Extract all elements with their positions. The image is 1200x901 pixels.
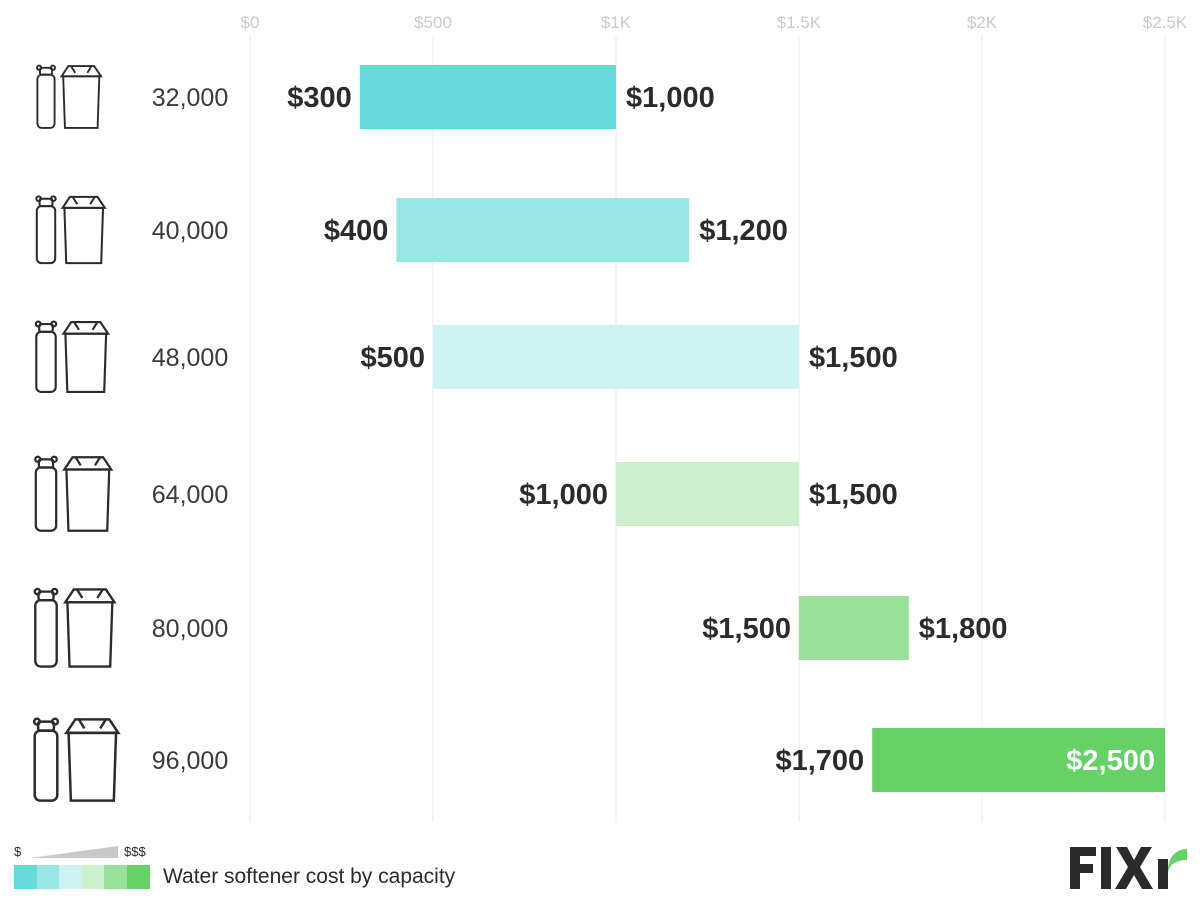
water-softener-icon bbox=[32, 717, 121, 802]
legend-color-scale bbox=[14, 865, 150, 889]
legend-swatch bbox=[81, 865, 105, 889]
low-value-label: $1,700 bbox=[775, 745, 864, 777]
low-value-label: $1,000 bbox=[519, 479, 608, 511]
range-bars bbox=[359, 65, 1165, 792]
low-value-label: $300 bbox=[287, 82, 352, 114]
water-softener-icon bbox=[36, 64, 103, 129]
capacity-label: 48,000 bbox=[152, 344, 228, 372]
legend-swatch bbox=[36, 865, 60, 889]
high-value-label: $1,000 bbox=[626, 82, 715, 114]
capacity-label: 40,000 bbox=[152, 217, 228, 245]
softener-icons bbox=[32, 64, 121, 802]
x-tick-label: $2.5K bbox=[1143, 13, 1188, 32]
water-softener-icon bbox=[34, 455, 114, 532]
water-softener-icon bbox=[34, 320, 111, 393]
low-value-label: $500 bbox=[360, 342, 425, 374]
low-value-label: $1,500 bbox=[702, 613, 791, 645]
range-bar bbox=[396, 198, 690, 262]
water-softener-icon bbox=[33, 587, 117, 668]
fixr-logo bbox=[1070, 847, 1187, 889]
low-value-label: $400 bbox=[324, 215, 389, 247]
capacity-label: 96,000 bbox=[152, 747, 228, 775]
capacity-label: 64,000 bbox=[152, 481, 228, 509]
gridlines bbox=[249, 36, 1166, 822]
legend-swatch bbox=[104, 865, 127, 889]
range-bar bbox=[616, 462, 799, 526]
range-bar bbox=[799, 596, 909, 660]
capacity-labels: 32,000 40,000 48,000 64,000 80,000 96,000 bbox=[152, 84, 228, 775]
legend-swatch bbox=[14, 865, 37, 889]
water-softener-icon bbox=[35, 195, 107, 265]
legend-low-cost-label: $ bbox=[14, 844, 22, 859]
x-axis-tick-labels: $0 $500 $1K $1.5K $2K $2.5K bbox=[241, 13, 1188, 32]
high-value-label: $2,500 bbox=[1066, 745, 1155, 777]
high-value-label: $1,500 bbox=[809, 342, 898, 374]
high-value-label: $1,800 bbox=[919, 613, 1008, 645]
range-bar bbox=[359, 65, 616, 129]
high-value-label: $1,500 bbox=[809, 479, 898, 511]
capacity-label: 80,000 bbox=[152, 615, 228, 643]
capacity-label: 32,000 bbox=[152, 84, 228, 112]
legend-cost-wedge bbox=[30, 846, 118, 858]
legend-title: Water softener cost by capacity bbox=[163, 865, 456, 888]
range-bar bbox=[872, 728, 1165, 792]
x-tick-label: $500 bbox=[414, 13, 452, 32]
x-tick-label: $0 bbox=[241, 13, 260, 32]
x-tick-label: $1K bbox=[601, 13, 632, 32]
bar-value-labels: $300 $1,000 $400 $1,200 $500 $1,500 $1,000 $1,5… bbox=[287, 82, 1155, 777]
x-tick-label: $1.5K bbox=[777, 13, 822, 32]
x-tick-label: $2K bbox=[967, 13, 998, 32]
legend-high-cost-label: $$$ bbox=[124, 844, 146, 859]
range-bar bbox=[433, 325, 799, 389]
legend-swatch bbox=[59, 865, 82, 889]
legend-swatch bbox=[126, 865, 150, 889]
high-value-label: $1,200 bbox=[699, 215, 788, 247]
